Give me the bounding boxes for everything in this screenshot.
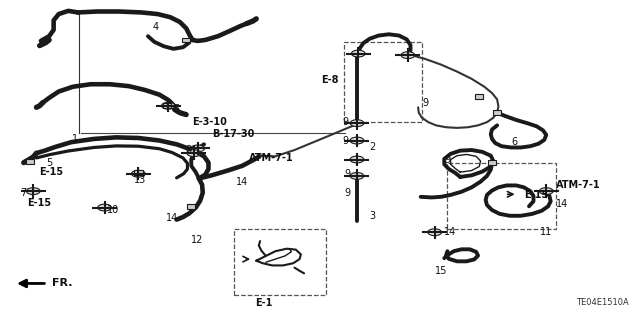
Bar — [187, 204, 195, 209]
Circle shape — [351, 50, 365, 57]
Bar — [447, 163, 556, 229]
Text: 4: 4 — [153, 22, 159, 32]
Text: 9: 9 — [342, 116, 349, 127]
Circle shape — [428, 229, 442, 236]
Text: 15: 15 — [435, 266, 447, 276]
Circle shape — [350, 156, 364, 163]
Bar — [475, 94, 483, 99]
Circle shape — [350, 137, 364, 144]
Text: E-15: E-15 — [524, 190, 548, 200]
Bar — [234, 229, 326, 295]
Text: 7: 7 — [20, 188, 27, 198]
Text: 14: 14 — [556, 199, 568, 209]
Text: 10: 10 — [106, 205, 119, 215]
Text: 9: 9 — [422, 98, 428, 108]
Circle shape — [161, 102, 175, 109]
Circle shape — [401, 52, 415, 59]
Bar — [488, 160, 496, 165]
Bar — [163, 103, 172, 108]
Bar — [26, 159, 34, 164]
Text: 6: 6 — [511, 137, 517, 147]
Text: E-3-10: E-3-10 — [193, 116, 227, 127]
Circle shape — [131, 170, 145, 177]
Text: 3: 3 — [370, 211, 376, 221]
Text: ATM-7-1: ATM-7-1 — [556, 180, 600, 190]
Circle shape — [350, 173, 364, 179]
Text: B-17-30: B-17-30 — [212, 129, 254, 139]
Circle shape — [350, 120, 364, 127]
Text: 9: 9 — [444, 154, 451, 165]
Text: FR.: FR. — [52, 278, 73, 288]
Text: 14: 14 — [166, 213, 178, 223]
Text: 5: 5 — [173, 104, 180, 114]
Circle shape — [187, 150, 201, 157]
Bar — [493, 110, 501, 115]
Text: E-8: E-8 — [322, 76, 339, 85]
Text: 1: 1 — [72, 134, 78, 144]
Bar — [134, 170, 143, 174]
Text: E-15: E-15 — [40, 167, 64, 176]
Text: 14: 14 — [444, 227, 456, 237]
Text: ATM-7-1: ATM-7-1 — [248, 153, 293, 163]
Text: 9: 9 — [344, 169, 351, 179]
Bar — [344, 42, 422, 122]
Circle shape — [191, 145, 205, 152]
Circle shape — [26, 188, 40, 195]
Circle shape — [98, 204, 111, 211]
Text: E-15: E-15 — [27, 198, 51, 208]
Text: 5: 5 — [46, 158, 52, 168]
Text: 11: 11 — [540, 227, 552, 237]
Bar — [182, 38, 190, 42]
Text: 12: 12 — [191, 235, 204, 245]
Text: 14: 14 — [236, 177, 248, 187]
Circle shape — [540, 188, 553, 195]
Text: TE04E1510A: TE04E1510A — [576, 299, 629, 308]
Text: 9: 9 — [344, 188, 351, 198]
Text: 2: 2 — [370, 142, 376, 152]
Text: E-1: E-1 — [255, 298, 273, 308]
Text: 9: 9 — [342, 136, 349, 145]
Text: 13: 13 — [134, 175, 146, 185]
Text: 8: 8 — [185, 145, 191, 155]
